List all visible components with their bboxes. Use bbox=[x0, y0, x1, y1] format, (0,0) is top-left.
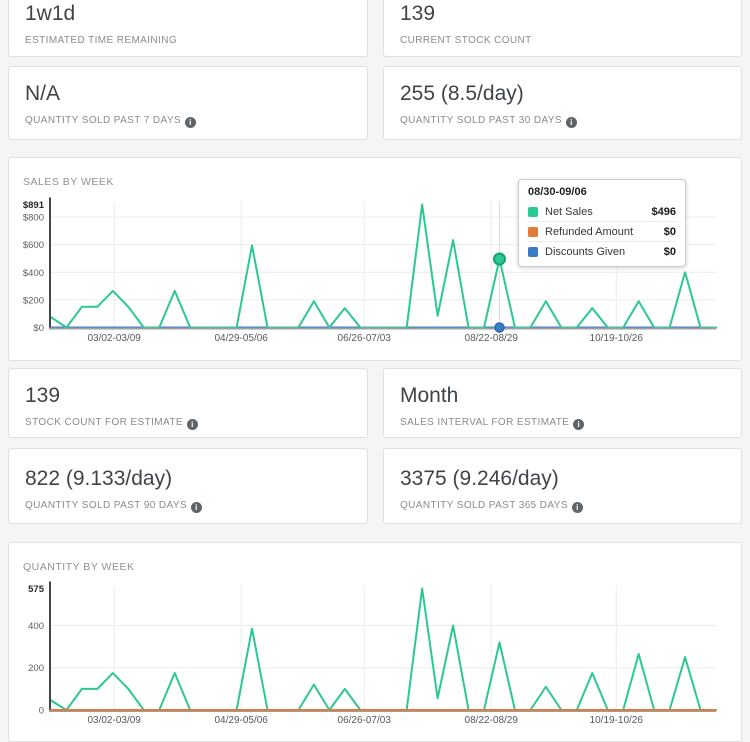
info-icon[interactable]: i bbox=[184, 116, 196, 128]
stat-value: 1w1d bbox=[25, 2, 76, 25]
y-tick-label: $0 bbox=[33, 323, 44, 334]
stat-card-qty-sold-30-days: 255 (8.5/day) QUANTITY SOLD PAST 30 DAYS… bbox=[383, 66, 742, 140]
x-tick-label: 08/22-08/29 bbox=[465, 715, 519, 726]
highlight-dot-net-sales bbox=[492, 252, 506, 266]
y-tick-label: 200 bbox=[28, 663, 44, 674]
x-tick-label: 06/26-07/03 bbox=[338, 715, 392, 726]
stat-card-current-stock-count: 139 CURRENT STOCK COUNT bbox=[383, 0, 742, 57]
y-tick-label: $800 bbox=[23, 213, 44, 224]
stat-value: N/A bbox=[25, 82, 61, 105]
stat-card-estimated-time-remaining: 1w1d ESTIMATED TIME REMAINING bbox=[8, 0, 368, 57]
stat-value: 139 bbox=[400, 2, 436, 25]
stat-value: 3375 (9.246/day) bbox=[400, 467, 559, 490]
stat-label: QUANTITY SOLD PAST 90 DAYS i bbox=[25, 500, 351, 513]
chart-title: QUANTITY BY WEEK bbox=[23, 561, 135, 573]
net-sales-swatch-icon bbox=[528, 206, 538, 217]
sales-by-week-chart-card: SALES BY WEEK $891 $800 $600 $400 $200 $0 03/0… bbox=[8, 157, 742, 361]
x-tick-label: 08/22-08/29 bbox=[465, 333, 519, 344]
y-tick-label: 0 bbox=[39, 706, 44, 717]
info-icon[interactable]: i bbox=[573, 418, 585, 430]
info-icon[interactable]: i bbox=[190, 501, 202, 513]
stat-card-qty-sold-90-days: 822 (9.133/day) QUANTITY SOLD PAST 90 DA… bbox=[8, 448, 368, 524]
stat-label: QUANTITY SOLD PAST 30 DAYS i bbox=[400, 115, 725, 128]
stat-label: ESTIMATED TIME REMAINING bbox=[25, 35, 178, 46]
x-tick-label: 10/19-10/26 bbox=[590, 333, 644, 344]
stat-card-qty-sold-7-days: N/A QUANTITY SOLD PAST 7 DAYS i bbox=[8, 66, 368, 140]
discounts-given-swatch-icon bbox=[528, 246, 538, 257]
highlight-dot-discounts bbox=[494, 322, 505, 333]
stat-value: 139 bbox=[25, 384, 61, 407]
x-tick-label: 03/02-03/09 bbox=[87, 333, 141, 344]
stat-label: QUANTITY SOLD PAST 7 DAYS i bbox=[25, 115, 351, 128]
y-tick-label: $400 bbox=[23, 268, 44, 279]
tooltip-date-range: 08/30-09/06 bbox=[528, 186, 587, 198]
tooltip-row: Discounts Given $0 bbox=[528, 241, 676, 261]
quantity-by-week-chart-card: QUANTITY BY WEEK 575 400 200 0 03/02-03/09 04… bbox=[8, 542, 742, 742]
stat-label: SALES INTERVAL FOR ESTIMATE i bbox=[400, 417, 725, 430]
y-tick-label: 400 bbox=[28, 621, 44, 632]
info-icon[interactable]: i bbox=[571, 501, 583, 513]
x-tick-label: 04/29-05/06 bbox=[214, 333, 268, 344]
stat-value: 822 (9.133/day) bbox=[25, 467, 173, 490]
stat-card-sales-interval-for-estimate: Month SALES INTERVAL FOR ESTIMATE i bbox=[383, 368, 742, 438]
refunded-amount-swatch-icon bbox=[528, 226, 538, 237]
tooltip-row: Net Sales $496 bbox=[528, 202, 676, 221]
info-icon[interactable]: i bbox=[565, 116, 577, 128]
x-tick-label: 06/26-07/03 bbox=[338, 333, 392, 344]
stat-value: 255 (8.5/day) bbox=[400, 82, 524, 105]
y-tick-label: $891 bbox=[23, 200, 45, 211]
stat-card-qty-sold-365-days: 3375 (9.246/day) QUANTITY SOLD PAST 365 … bbox=[383, 448, 742, 524]
x-tick-label: 10/19-10/26 bbox=[590, 715, 644, 726]
info-icon[interactable]: i bbox=[186, 418, 198, 430]
tooltip-row: Refunded Amount $0 bbox=[528, 221, 676, 241]
stat-label: QUANTITY SOLD PAST 365 DAYS i bbox=[400, 500, 725, 513]
stat-label: CURRENT STOCK COUNT bbox=[400, 35, 532, 46]
sales-interval-value[interactable]: Month bbox=[400, 384, 459, 407]
sales-by-week-chart[interactable]: $891 $800 $600 $400 $200 $0 03/02-03/09 04/29-0… bbox=[9, 158, 742, 361]
x-tick-label: 03/02-03/09 bbox=[87, 715, 141, 726]
y-tick-label: $200 bbox=[23, 295, 44, 306]
stat-label: STOCK COUNT FOR ESTIMATE i bbox=[25, 417, 351, 430]
y-tick-label: 575 bbox=[28, 584, 45, 595]
y-tick-label: $600 bbox=[23, 240, 44, 251]
quantity-by-week-chart[interactable]: 575 400 200 0 03/02-03/09 04/29-05/06 06/26-07… bbox=[9, 543, 742, 742]
stat-card-stock-count-for-estimate: 139 STOCK COUNT FOR ESTIMATE i bbox=[8, 368, 368, 438]
x-tick-label: 04/29-05/06 bbox=[214, 715, 268, 726]
chart-tooltip: 08/30-09/06 Net Sales $496 Refunded Amou… bbox=[518, 179, 686, 267]
chart-title: SALES BY WEEK bbox=[23, 176, 114, 188]
